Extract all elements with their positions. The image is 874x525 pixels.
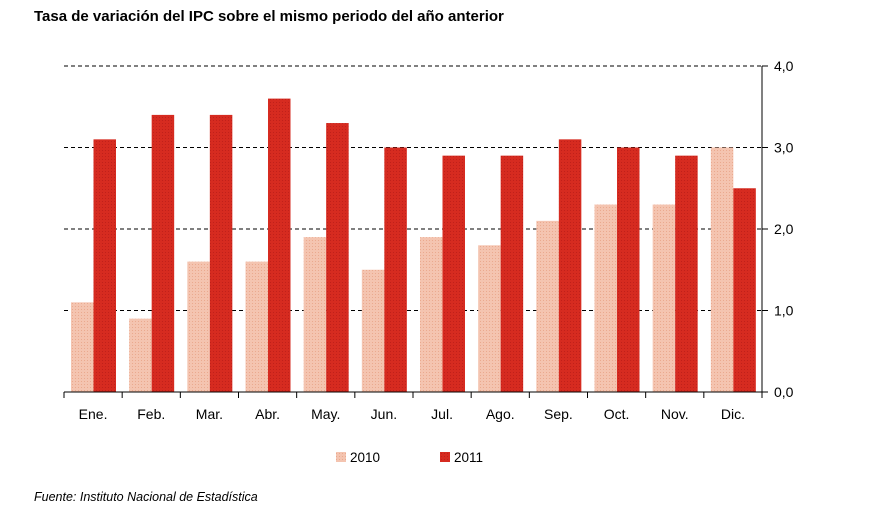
bar-2011-6 bbox=[384, 147, 407, 392]
bar-2011-3 bbox=[209, 114, 233, 393]
bar-2010-12 bbox=[710, 147, 734, 392]
chart-title: Tasa de variación del IPC sobre el mismo… bbox=[34, 8, 504, 25]
y-tick-label: 3,0 bbox=[774, 140, 794, 156]
bar-2011-7 bbox=[442, 155, 465, 392]
x-tick-label: Dic. bbox=[721, 406, 745, 422]
y-tick-label: 1,0 bbox=[774, 303, 794, 319]
bar-2010-6 bbox=[361, 269, 385, 392]
y-tick-label: 2,0 bbox=[774, 221, 794, 237]
bar-2010-5 bbox=[303, 237, 327, 392]
x-tick-label: Nov. bbox=[661, 406, 689, 422]
bar-2011-11 bbox=[675, 155, 698, 392]
x-tick-label: Mar. bbox=[196, 406, 223, 422]
bar-2010-2 bbox=[129, 318, 152, 392]
bar-2010-11 bbox=[652, 204, 676, 392]
bar-2010-10 bbox=[594, 204, 617, 392]
bar-2011-1 bbox=[93, 139, 116, 392]
bar-2010-3 bbox=[187, 261, 210, 392]
x-tick-label: Oct. bbox=[604, 406, 630, 422]
bar-2010-7 bbox=[420, 237, 443, 392]
legend-swatch-2011 bbox=[440, 452, 450, 462]
bar-2011-2 bbox=[151, 114, 175, 393]
bar-2010-1 bbox=[71, 302, 94, 392]
bar-2011-8 bbox=[500, 155, 524, 392]
axes bbox=[63, 65, 768, 398]
bar-2011-9 bbox=[558, 139, 582, 392]
gridlines bbox=[64, 65, 762, 311]
bar-2010-9 bbox=[536, 220, 559, 392]
bar-2010-4 bbox=[245, 261, 268, 392]
legend: 2010 2011 bbox=[336, 450, 483, 465]
x-tick-label: Ene. bbox=[79, 406, 108, 422]
x-tick-label: Jun. bbox=[371, 406, 397, 422]
legend-label-2011: 2011 bbox=[454, 450, 483, 465]
tick-labels: 0,0 1,0 2,0 3,0 4,0 Ene. Feb. Mar. Abr. May. Jun. J… bbox=[79, 58, 794, 422]
legend-label-2010: 2010 bbox=[350, 450, 380, 465]
x-tick-label: Ago. bbox=[486, 406, 515, 422]
x-tick-label: Sep. bbox=[544, 406, 573, 422]
x-tick-label: Abr. bbox=[255, 406, 280, 422]
x-tick-label: Feb. bbox=[137, 406, 165, 422]
bar-2011-5 bbox=[326, 123, 349, 393]
y-tick-label: 4,0 bbox=[774, 58, 794, 74]
bar-2010-8 bbox=[478, 245, 501, 392]
x-tick-label: May. bbox=[311, 406, 340, 422]
bar-2011-4 bbox=[268, 98, 291, 392]
bar-2011-10 bbox=[617, 147, 640, 392]
bar-2011-12 bbox=[733, 188, 756, 392]
x-tick-label: Jul. bbox=[431, 406, 453, 422]
source-note: Fuente: Instituto Nacional de Estadístic… bbox=[34, 490, 258, 504]
y-tick-label: 0,0 bbox=[774, 384, 794, 400]
legend-swatch-2010 bbox=[336, 452, 346, 462]
bars bbox=[71, 98, 756, 393]
